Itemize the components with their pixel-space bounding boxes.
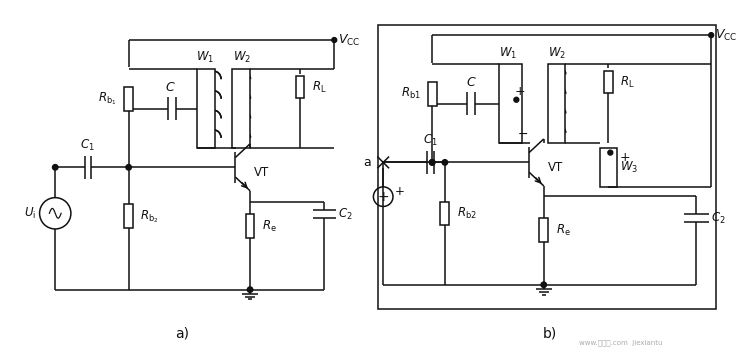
Text: b): b): [542, 327, 556, 341]
Text: $W_2$: $W_2$: [548, 46, 567, 60]
Bar: [233, 70, 250, 148]
Text: $R_{\mathrm{L}}$: $R_{\mathrm{L}}$: [312, 80, 327, 94]
Text: a): a): [175, 327, 189, 341]
Bar: [124, 205, 133, 228]
Text: $C_1$: $C_1$: [81, 138, 95, 153]
Text: $C_1$: $C_1$: [423, 132, 437, 148]
Text: $W_2$: $W_2$: [234, 50, 251, 66]
Text: $V_{\mathrm{CC}}$: $V_{\mathrm{CC}}$: [715, 28, 738, 43]
Bar: [604, 71, 613, 93]
Text: $C$: $C$: [466, 76, 477, 89]
Text: $C_2$: $C_2$: [338, 207, 353, 222]
Circle shape: [332, 38, 337, 42]
Text: +: +: [514, 85, 525, 98]
Bar: [499, 64, 522, 143]
Text: +: +: [395, 185, 405, 198]
Text: $W_1$: $W_1$: [500, 46, 517, 60]
Circle shape: [52, 165, 58, 170]
Circle shape: [429, 160, 435, 165]
Text: +: +: [620, 151, 631, 164]
Bar: [428, 82, 437, 106]
Text: $R_{\mathrm{e}}$: $R_{\mathrm{e}}$: [556, 222, 571, 237]
Circle shape: [126, 165, 132, 170]
Text: VT: VT: [254, 166, 269, 179]
Circle shape: [608, 150, 613, 155]
Text: $V_{\mathrm{CC}}$: $V_{\mathrm{CC}}$: [338, 33, 361, 47]
Bar: [539, 218, 548, 242]
Circle shape: [541, 282, 547, 287]
Circle shape: [709, 33, 714, 38]
Text: $R_{\mathrm{b2}}$: $R_{\mathrm{b2}}$: [457, 206, 477, 221]
Bar: [197, 70, 215, 148]
Bar: [378, 25, 716, 309]
Text: $R_{\mathrm{b1}}$: $R_{\mathrm{b1}}$: [401, 86, 420, 101]
Bar: [599, 148, 617, 187]
Text: a: a: [364, 156, 372, 169]
Text: $R_{\mathrm{L}}$: $R_{\mathrm{L}}$: [620, 75, 635, 90]
Text: $C_2$: $C_2$: [711, 211, 726, 226]
Circle shape: [514, 97, 519, 102]
Circle shape: [442, 160, 448, 165]
Bar: [440, 202, 449, 225]
Circle shape: [429, 160, 435, 165]
Text: VT: VT: [548, 161, 563, 174]
Bar: [296, 76, 304, 98]
Bar: [245, 214, 254, 238]
Text: $W_1$: $W_1$: [196, 50, 214, 66]
Text: $W_3$: $W_3$: [620, 160, 638, 175]
Text: www.第图网.com  jiexiantu: www.第图网.com jiexiantu: [579, 340, 662, 346]
Text: $R_{\mathrm{e}}$: $R_{\mathrm{e}}$: [262, 219, 276, 233]
Text: $-$: $-$: [517, 127, 528, 139]
Text: $R_{\mathrm{b}_1}$: $R_{\mathrm{b}_1}$: [98, 90, 117, 107]
Text: $U_{\mathrm{i}}$: $U_{\mathrm{i}}$: [24, 206, 35, 221]
Text: $C$: $C$: [166, 81, 176, 94]
Bar: [548, 64, 565, 143]
Circle shape: [248, 287, 253, 292]
Text: +: +: [378, 190, 389, 204]
Text: $R_{\mathrm{b}_2}$: $R_{\mathrm{b}_2}$: [140, 208, 159, 224]
Bar: [124, 87, 133, 110]
